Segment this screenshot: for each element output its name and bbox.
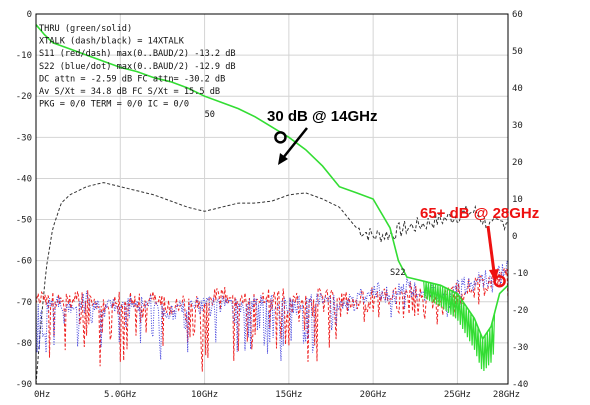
series-thru <box>35 24 509 341</box>
annotation-28ghz: 65+ dB @ 28GHz <box>420 205 539 288</box>
y-tick-left: -90 <box>16 380 32 390</box>
annotation-28ghz-arrow <box>486 225 496 273</box>
annotation-14ghz: 30 dB @ 14GHz <box>267 108 378 165</box>
tick-labels: 0 -10 -20 -30 -40 -50 -60 -70 -80 -90 60 50 40 30 20 10… <box>16 10 529 400</box>
annotation-28ghz-text: 65+ dB @ 28GHz <box>420 205 539 222</box>
y-tick-right: 40 <box>512 84 523 94</box>
y-tick-right: -10 <box>512 269 528 279</box>
y-tick-left: 0 <box>27 10 32 20</box>
y-tick-right: 60 <box>512 10 523 20</box>
series-xtalk <box>35 182 509 385</box>
annotation-14ghz-arrow <box>282 127 308 159</box>
x-tick: 25GHz <box>444 390 471 400</box>
y-tick-right: 30 <box>512 121 523 131</box>
plot-background <box>36 14 508 384</box>
y-tick-right: 10 <box>512 195 523 205</box>
annotation-28ghz-arrowhead <box>489 269 499 281</box>
y-tick-right: -20 <box>512 306 528 316</box>
x-tick: 0Hz <box>34 390 50 400</box>
x-tick: 5.0GHz <box>104 390 137 400</box>
x-tick: 15GHz <box>275 390 302 400</box>
plot-frame <box>35 13 509 385</box>
y-tick-right: 20 <box>512 158 523 168</box>
legend-line: Av S/Xt = 34.8 dB FC S/Xt = 15.5 dB <box>39 87 220 97</box>
legend-line: THRU (green/solid) <box>39 24 132 34</box>
x-tick: 28GHz <box>493 390 520 400</box>
y-tick-left: -50 <box>16 216 32 226</box>
y-tick-left: -60 <box>16 257 32 267</box>
inline-labels: S22 50 <box>205 110 406 278</box>
y-tick-right: 50 <box>512 47 523 57</box>
legend-line: S22 (blue/dot) max(0..BAUD/2) -12.9 dB <box>39 62 236 72</box>
series-s11 <box>35 266 509 372</box>
y-tick-right: -30 <box>512 343 528 353</box>
y-tick-left: -40 <box>16 174 32 184</box>
legend-line: XTALK (dash/black) = 14XTALK <box>39 37 185 47</box>
y-tick-right: 0 <box>512 232 517 242</box>
legend-line: PKG = 0/0 TERM = 0/0 IC = 0/0 <box>39 100 189 110</box>
legend-line: S11 (red/dash) max(0..BAUD/2) -13.2 dB <box>39 49 236 59</box>
legend-block: THRU (green/solid) XTALK (dash/black) = 1… <box>39 24 236 110</box>
y-tick-right: -40 <box>512 380 528 390</box>
annotation-14ghz-arrowhead <box>278 153 288 165</box>
y-tick-left: -20 <box>16 92 32 102</box>
y-tick-left: -70 <box>16 298 32 308</box>
annotation-14ghz-marker <box>274 131 287 144</box>
inline-label: 50 <box>205 110 215 120</box>
annotation-28ghz-marker <box>493 274 506 288</box>
series-group <box>35 24 509 385</box>
x-tick: 20GHz <box>360 390 387 400</box>
annotation-14ghz-text: 30 dB @ 14GHz <box>267 108 378 125</box>
y-tick-left: -10 <box>16 51 32 61</box>
y-tick-left: -30 <box>16 133 32 143</box>
inline-label: S22 <box>390 268 406 278</box>
y-tick-left: -80 <box>16 339 32 349</box>
legend-line: DC attn = -2.59 dB FC attn= -30.2 dB <box>39 74 225 84</box>
x-tick: 10GHz <box>191 390 218 400</box>
